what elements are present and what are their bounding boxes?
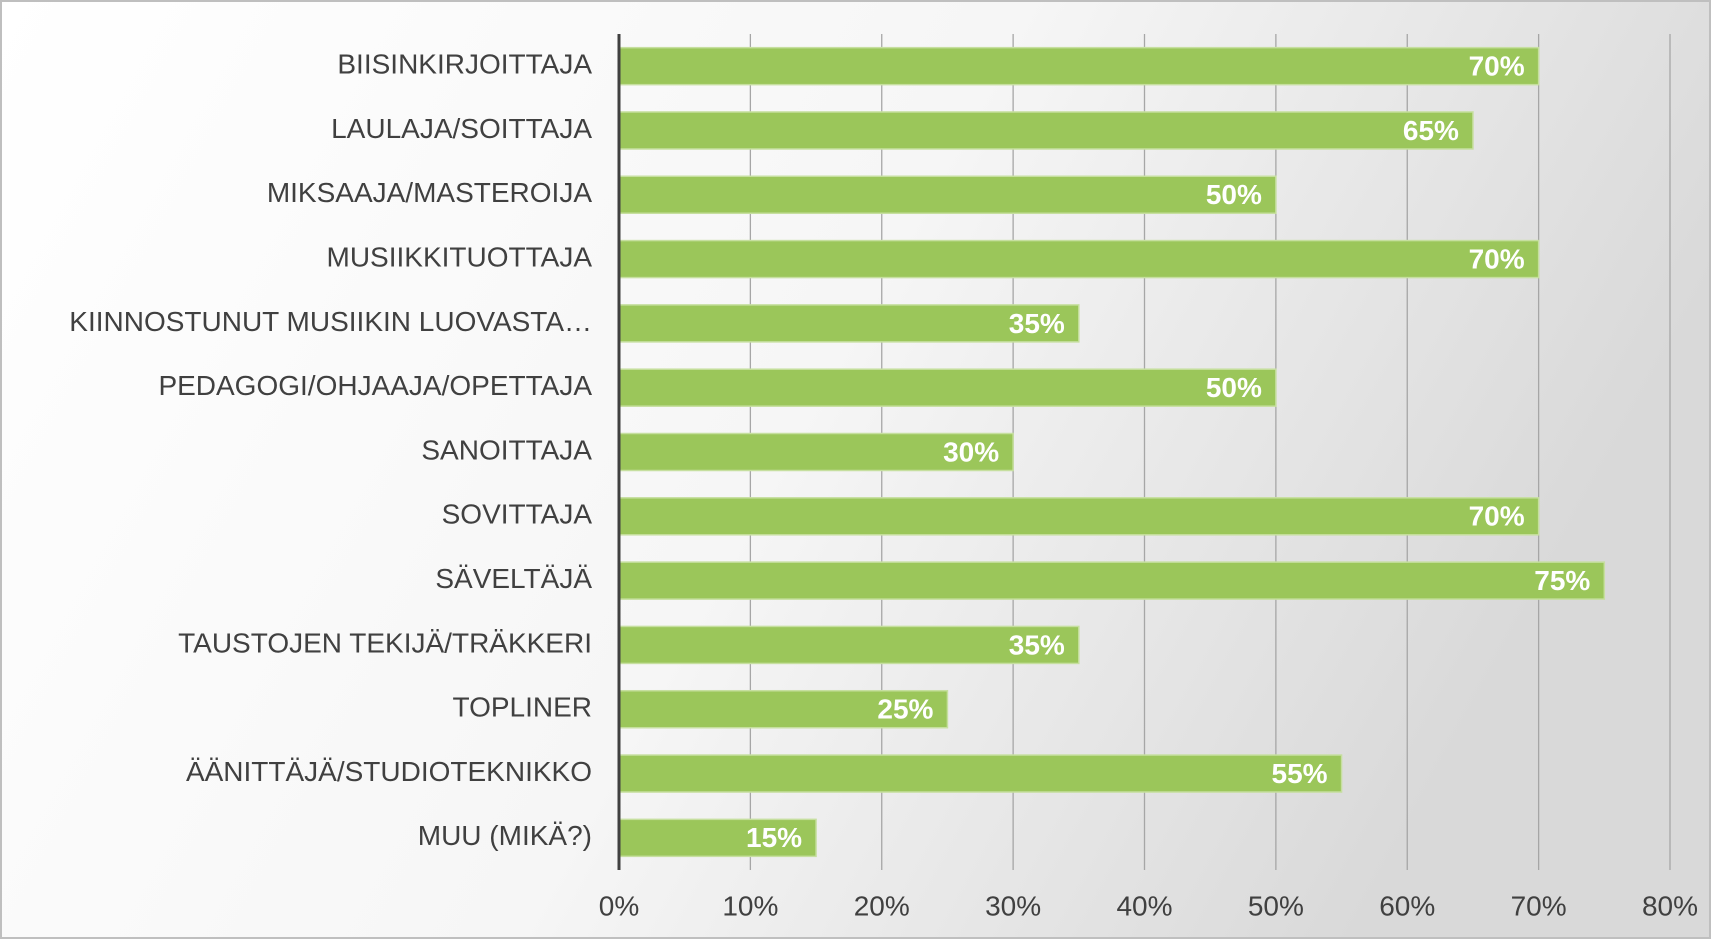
data-label: 50% (1206, 372, 1262, 403)
bar (618, 625, 1080, 665)
bar (618, 561, 1606, 600)
y-tick-label: MIKSAAJA/MASTEROIJA (267, 177, 592, 208)
y-tick-label: MUSIIKKITUOTTAJA (327, 241, 593, 272)
y-tick-label: PEDAGOGI/OHJAAJA/OPETTAJA (158, 370, 592, 401)
data-label: 30% (943, 436, 999, 467)
y-tick-label: LAULAJA/SOITTAJA (331, 113, 592, 144)
data-label: 70% (1469, 51, 1525, 82)
bar (618, 818, 817, 858)
data-label: 65% (1403, 115, 1459, 146)
data-label: 70% (1469, 501, 1525, 532)
bar (618, 432, 1014, 472)
x-tick-label: 80% (1642, 890, 1698, 921)
data-label: 50% (1206, 179, 1262, 210)
data-label: 70% (1469, 243, 1525, 274)
y-tick-label: MUU (MIKÄ?) (418, 820, 592, 851)
y-tick-label: BIISINKIRJOITTAJA (337, 49, 592, 80)
x-tick-label: 20% (854, 890, 910, 921)
bar (618, 368, 1277, 407)
data-label: 35% (1009, 308, 1065, 339)
x-tick-label: 0% (599, 890, 639, 921)
x-tick-label: 50% (1248, 890, 1304, 921)
data-label: 55% (1272, 758, 1328, 789)
x-tick-label: 30% (985, 890, 1041, 921)
bar (618, 754, 1343, 793)
bar (618, 239, 1540, 279)
bar (618, 497, 1540, 536)
data-label: 75% (1534, 565, 1590, 596)
data-label: 25% (877, 694, 933, 725)
x-tick-label: 10% (722, 890, 778, 921)
data-label: 15% (746, 822, 802, 853)
data-label: 35% (1009, 629, 1065, 660)
bar (618, 689, 949, 729)
y-tick-label: KIINNOSTUNUT MUSIIKIN LUOVASTA… (69, 306, 592, 337)
y-tick-label: SOVITTAJA (442, 499, 593, 530)
bar (618, 175, 1277, 215)
x-tick-label: 70% (1511, 890, 1567, 921)
y-tick-label: ÄÄNITTÄJÄ/STUDIOTEKNIKKO (186, 756, 592, 787)
y-tick-label: TOPLINER (452, 692, 592, 723)
y-tick-label: SÄVELTÄJÄ (435, 563, 592, 594)
x-tick-label: 60% (1379, 890, 1435, 921)
y-tick-label: TAUSTOJEN TEKIJÄ/TRÄKKERI (178, 627, 592, 658)
x-tick-label: 40% (1116, 890, 1172, 921)
y-tick-label: SANOITTAJA (421, 434, 592, 465)
bar (618, 46, 1540, 86)
bar (618, 111, 1474, 150)
